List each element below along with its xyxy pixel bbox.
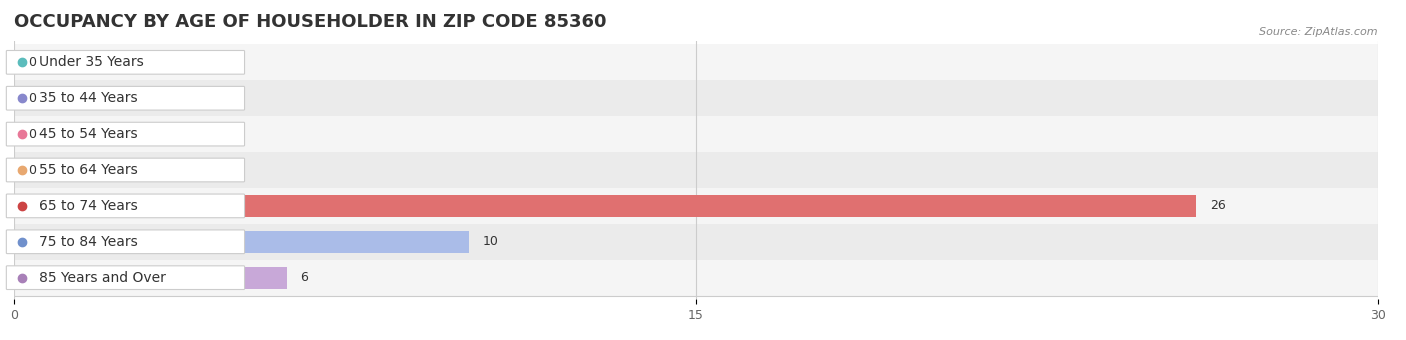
FancyBboxPatch shape: [7, 266, 245, 290]
Bar: [14, 195, 1197, 217]
Bar: [14, 224, 1378, 260]
Text: 45 to 54 Years: 45 to 54 Years: [39, 127, 138, 141]
FancyBboxPatch shape: [7, 158, 245, 182]
Bar: [14, 231, 468, 253]
Bar: [14, 45, 1378, 80]
Text: 10: 10: [482, 235, 498, 248]
FancyBboxPatch shape: [7, 194, 245, 218]
FancyBboxPatch shape: [7, 86, 245, 110]
Text: OCCUPANCY BY AGE OF HOUSEHOLDER IN ZIP CODE 85360: OCCUPANCY BY AGE OF HOUSEHOLDER IN ZIP C…: [14, 13, 606, 31]
Text: 55 to 64 Years: 55 to 64 Years: [39, 163, 138, 177]
Text: 65 to 74 Years: 65 to 74 Years: [39, 199, 138, 213]
FancyBboxPatch shape: [7, 230, 245, 254]
FancyBboxPatch shape: [7, 51, 245, 74]
Bar: [14, 188, 1378, 224]
Text: 0: 0: [28, 164, 35, 176]
Text: 85 Years and Over: 85 Years and Over: [39, 271, 166, 285]
Text: 0: 0: [28, 92, 35, 105]
Text: 0: 0: [28, 128, 35, 141]
Text: 75 to 84 Years: 75 to 84 Years: [39, 235, 138, 249]
Text: 26: 26: [1209, 199, 1226, 212]
Text: 0: 0: [28, 56, 35, 69]
Bar: [14, 267, 287, 289]
Text: Source: ZipAtlas.com: Source: ZipAtlas.com: [1260, 27, 1378, 37]
Bar: [14, 152, 1378, 188]
Bar: [14, 116, 1378, 152]
Text: 6: 6: [301, 271, 308, 284]
Bar: [14, 260, 1378, 295]
Text: Under 35 Years: Under 35 Years: [39, 55, 143, 69]
Bar: [14, 80, 1378, 116]
Text: 35 to 44 Years: 35 to 44 Years: [39, 91, 138, 105]
FancyBboxPatch shape: [7, 122, 245, 146]
